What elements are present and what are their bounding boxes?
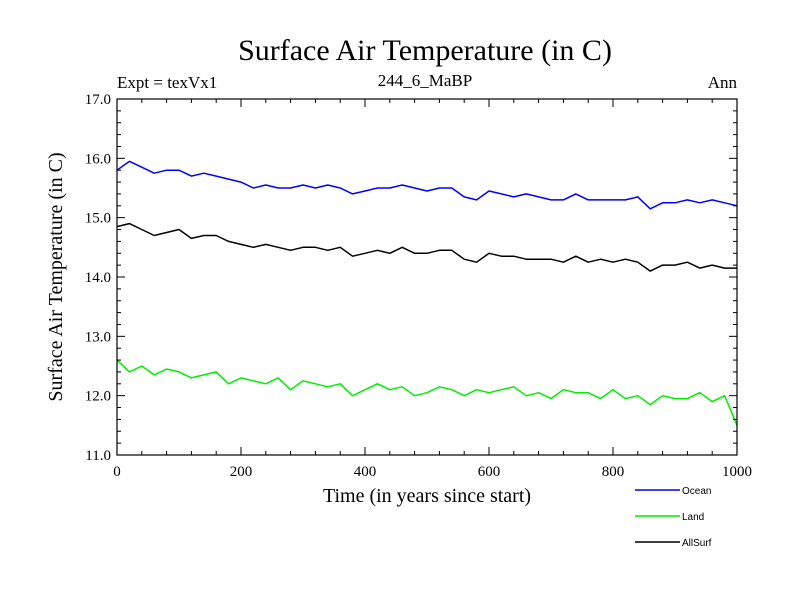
series-line-allsurf [116,222,737,272]
axis-ticks: 0 200 400 600 800 1000 11.0 12.0 13.0 14.0 15.0 16.… [85,92,752,480]
season-label: Ann [708,73,738,92]
x-tick-label: 400 [354,464,377,480]
x-tick-label: 1000 [722,464,752,480]
legend-label-ocean: Ocean [682,486,711,497]
series-line-land [116,359,738,426]
period-label: 244_6_MaBP [378,71,472,90]
y-tick-label: 16.0 [85,151,111,167]
series-line-ocean [116,160,738,210]
x-tick-label: 800 [602,464,625,480]
plot-frame [116,98,738,456]
legend: Ocean Land AllSurf [635,486,712,549]
x-tick-label: 200 [230,464,253,480]
series-layer [116,160,738,426]
x-axis-label: Time (in years since start) [323,485,531,507]
y-tick-label: 12.0 [85,389,111,405]
y-tick-label: 17.0 [85,92,111,108]
y-tick-label: 15.0 [85,211,111,227]
y-tick-label: 11.0 [85,448,111,464]
experiment-label: Expt = texVx1 [117,73,217,92]
legend-label-allsurf: AllSurf [682,538,712,549]
y-tick-label: 14.0 [85,270,111,286]
x-tick-label: 600 [478,464,501,480]
y-axis-label: Surface Air Temperature (in C) [45,152,67,401]
x-tick-label: 0 [113,464,121,480]
legend-label-land: Land [682,512,704,523]
chart-title: Surface Air Temperature (in C) [238,34,612,67]
y-tick-label: 13.0 [85,329,111,345]
